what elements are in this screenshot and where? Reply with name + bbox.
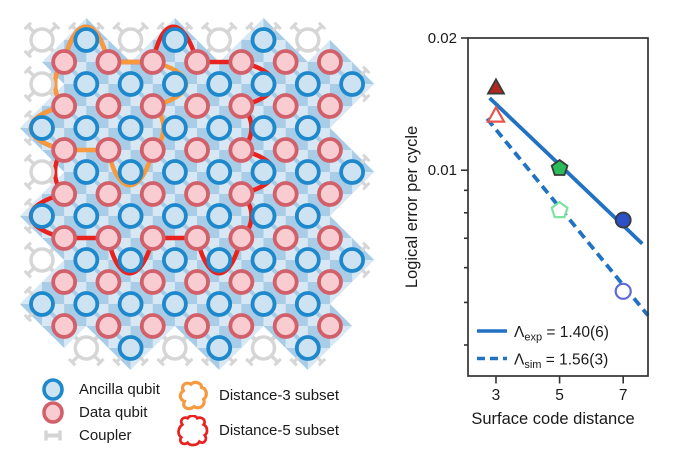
y-tick-label: 0.02 — [428, 30, 457, 47]
axis-ticks: 0.02 0.01 3 5 7 — [428, 30, 628, 404]
distance-3-subset-icon — [176, 380, 210, 412]
x-tick-label: 5 — [555, 387, 564, 404]
y-tick-label: 0.01 — [428, 162, 457, 179]
ghost-qubits — [29, 27, 321, 361]
marker-exp-d5 — [550, 158, 569, 176]
distance-5-subset-icon — [176, 414, 210, 447]
legend-item-coupler: Coupler — [36, 424, 160, 447]
marker-exp-d7 — [614, 211, 632, 229]
legend-item-distance3: Distance-3 subset — [176, 378, 339, 413]
legend-entry-exp: Λexp = 1.40(6) — [514, 324, 609, 344]
y-axis-label: Logical error per cycle — [403, 126, 421, 288]
distance-3-subset-label: Distance-3 subset — [219, 387, 340, 404]
legend-item-ancilla: Ancilla qubit — [36, 378, 160, 401]
lattice-legend-column-2: Distance-3 subset Distance-5 subset — [176, 378, 339, 448]
logical-error-chart: 0.02 0.01 3 5 7 Logical error per cycle Surf… — [403, 30, 650, 428]
legend-item-distance5: Distance-5 subset — [176, 413, 339, 448]
data-qubits — [51, 49, 343, 339]
data-qubit-icon — [36, 401, 70, 424]
x-tick-label: 3 — [492, 387, 501, 404]
legend-item-data: Data qubit — [36, 401, 160, 424]
coupler-label: Coupler — [79, 427, 132, 444]
marker-sim-d3 — [486, 105, 506, 123]
marker-sim-d5 — [550, 200, 569, 219]
legend-entry-sim: Λsim = 1.56(3) — [514, 352, 608, 372]
chart-legend: Λexp = 1.40(6) Λsim = 1.56(3) — [477, 324, 609, 371]
ancilla-qubits — [29, 27, 366, 361]
ancilla-qubit-icon — [36, 378, 70, 401]
marker-sim-d7 — [614, 282, 632, 300]
marker-exp-d3 — [486, 77, 506, 95]
lattice-legend-column-1: Ancilla qubit Data qubit Coupler — [36, 378, 160, 447]
plot-frame — [467, 37, 649, 377]
ancilla-qubit-label: Ancilla qubit — [79, 381, 160, 398]
qubit-lattice-diagram — [19, 18, 375, 370]
data-qubit-label: Data qubit — [79, 404, 148, 421]
fit-line-simulation — [485, 117, 650, 317]
x-tick-label: 7 — [619, 387, 628, 404]
x-axis-label: Surface code distance — [471, 410, 634, 428]
distance-5-subset-label: Distance-5 subset — [219, 422, 340, 439]
coupler-icon — [36, 424, 70, 447]
